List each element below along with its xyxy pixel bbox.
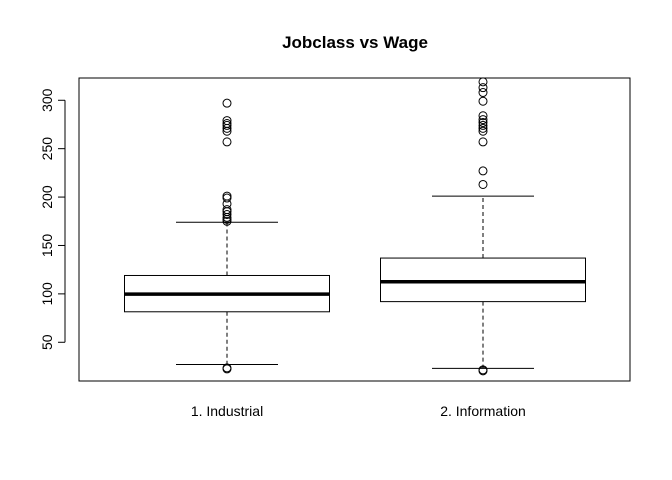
chart-title: Jobclass vs Wage [282, 33, 428, 52]
y-tick-label: 250 [39, 137, 55, 161]
outlier-point [478, 179, 488, 189]
outlier-point [222, 205, 232, 215]
x-axis: 1. Industrial 2. Information [191, 403, 526, 419]
outlier-point [478, 137, 488, 147]
outlier-point [222, 209, 232, 219]
outlier-point [478, 126, 488, 136]
outlier-point [478, 111, 488, 121]
outlier-point [222, 98, 232, 108]
outlier-point [478, 123, 488, 133]
x-tick-label: 2. Information [440, 403, 526, 419]
outlier-point [478, 120, 488, 130]
outlier-point [222, 363, 232, 373]
y-axis: 50 100 150 200 250 300 [39, 88, 66, 350]
y-tick-label: 50 [39, 334, 55, 350]
y-tick-label: 300 [39, 88, 55, 112]
outlier-point [478, 83, 488, 93]
iqr-box [380, 257, 586, 303]
outlier-point [478, 118, 488, 128]
plot-frame [78, 77, 631, 382]
box-group-1 [124, 98, 330, 374]
outlier-point [478, 365, 488, 375]
boxes-layer [124, 77, 586, 376]
outlier-point [222, 116, 232, 126]
box-group-2 [380, 77, 586, 376]
outlier-point [478, 166, 488, 176]
outlier-point [222, 191, 232, 201]
outlier-point [478, 88, 488, 98]
x-tick-label: 1. Industrial [191, 403, 263, 419]
y-tick-label: 150 [39, 234, 55, 258]
outlier-point [222, 137, 232, 147]
outlier-point [222, 118, 232, 128]
outlier-point [478, 77, 488, 87]
outlier-point [478, 96, 488, 106]
y-tick-label: 200 [39, 185, 55, 209]
y-tick-label: 100 [39, 282, 55, 306]
outlier-point [222, 193, 232, 203]
outlier-point [478, 115, 488, 125]
